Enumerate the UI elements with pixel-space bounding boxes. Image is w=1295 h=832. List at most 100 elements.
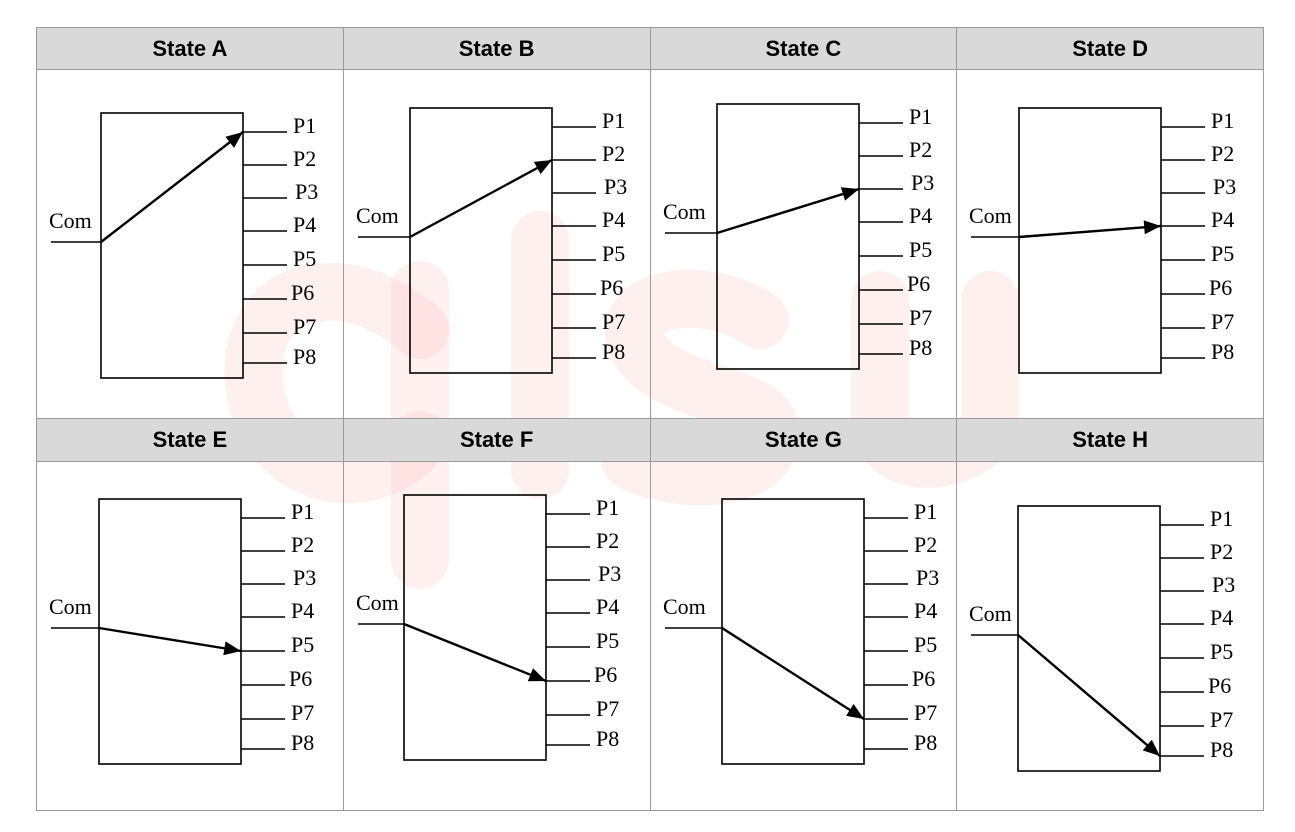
port-label: P2 [602,141,625,166]
state-header: State G [649,418,958,462]
header-row: State A State B State C State D [36,26,1264,71]
state-cell: Com P1 P2 P3 P4 P5 P6 P7 P8 [956,460,1264,811]
state-table: State A State B State C State D Com P1 P2 P… [36,26,1264,811]
port-label: P7 [602,309,625,334]
port-label: P1 [291,499,314,524]
switch-box [720,497,865,765]
port-label: P7 [293,314,316,339]
port-label: P3 [295,179,318,204]
header-row: State E State F State G State H [36,418,1264,462]
port-label: P7 [914,700,937,725]
state-header: State F [342,418,651,462]
port-label: P7 [1210,707,1233,732]
diagram-row: Com P1 P2 P3 P4 P5 P6 P7 P8 Com P1 P2 P3 P4 P5 P6 P7 P8 … [36,69,1264,420]
port-label: P7 [909,305,932,330]
switch-diagram: Com P1 P2 P3 P4 P5 P6 P7 P8 [663,497,939,765]
port-label: P6 [912,666,935,691]
port-label: P5 [914,632,937,657]
port-label: P8 [1211,339,1234,364]
port-label: P3 [916,565,939,590]
port-label: P8 [291,730,314,755]
port-label: P4 [602,207,625,232]
switch-box [408,107,553,374]
port-label: P5 [1210,639,1233,664]
port-label: P8 [596,726,619,751]
state-header: State H [956,418,1264,462]
com-label: Com [49,208,92,233]
port-label: P2 [909,137,932,162]
port-label: P2 [291,532,314,557]
port-label: P6 [1208,673,1231,698]
switch-diagram: Com P1 P2 P3 P4 P5 P6 P7 P8 [969,107,1237,374]
port-label: P7 [596,696,619,721]
port-label: P7 [1211,309,1234,334]
port-label: P6 [289,666,312,691]
switch-box [1017,504,1162,772]
port-label: P4 [914,598,937,623]
port-label: P1 [1210,506,1233,531]
port-label: P3 [293,565,316,590]
switch-arrow [716,187,859,235]
port-label: P4 [909,203,932,228]
switch-diagram: Com P1 P2 P3 P4 P5 P6 P7 P8 [663,103,934,370]
port-label: P1 [293,113,316,138]
port-label: P3 [598,561,621,586]
state-cell: Com P1 P2 P3 P4 P5 P6 P7 P8 [342,460,651,811]
switch-arrow [1019,220,1162,239]
port-label: P4 [596,594,619,619]
port-label: P6 [594,662,617,687]
com-label: Com [969,601,1012,626]
switch-diagram: Com P1 P2 P3 P4 P5 P6 P7 P8 [49,497,316,765]
com-label: Com [356,203,399,228]
com-label: Com [969,203,1012,228]
port-label: P6 [600,275,623,300]
state-header: State E [36,418,344,462]
switch-box [1018,107,1163,374]
switch-box [715,103,860,370]
port-label: P1 [1211,108,1234,133]
switch-diagram: Com P1 P2 P3 P4 P5 P6 P7 P8 [969,504,1236,772]
com-label: Com [663,199,706,224]
port-label: P2 [914,532,937,557]
switch-arrow [100,131,244,243]
port-label: P1 [914,499,937,524]
port-label: P7 [291,700,314,725]
state-cell: Com P1 P2 P3 P4 P5 P6 P7 P8 [649,69,958,420]
switch-arrow [98,626,242,655]
port-label: P8 [293,344,316,369]
port-label: P2 [596,528,619,553]
port-label: P8 [602,339,625,364]
port-label: P3 [604,174,627,199]
port-label: P2 [293,146,316,171]
state-cell: Com P1 P2 P3 P4 P5 P6 P7 P8 [342,69,651,420]
port-label: P5 [596,628,619,653]
port-label: P6 [1209,275,1232,300]
diagram-row: Com P1 P2 P3 P4 P5 P6 P7 P8 Com P1 P2 P3 P4 P5 P6 P7 P8 … [36,460,1264,811]
port-label: P4 [1210,605,1233,630]
switch-diagram: Com P1 P2 P3 P4 P5 P6 P7 P8 [356,107,627,374]
state-header: State B [342,26,651,71]
port-label: P4 [1211,207,1234,232]
port-label: P1 [909,104,932,129]
port-label: P3 [1213,174,1236,199]
port-label: P8 [909,335,932,360]
switch-diagram: Com P1 P2 P3 P4 P5 P6 P7 P8 [49,112,318,379]
com-label: Com [663,594,706,619]
switch-arrow [403,622,547,682]
port-label: P5 [293,246,316,271]
port-label: P5 [909,237,932,262]
port-label: P5 [602,241,625,266]
switch-diagram: Com P1 P2 P3 P4 P5 P6 P7 P8 [356,493,621,761]
port-label: P2 [1210,539,1233,564]
port-label: P6 [907,271,930,296]
com-label: Com [356,590,399,615]
switch-arrow [409,158,553,239]
state-cell: Com P1 P2 P3 P4 P5 P6 P7 P8 [36,69,344,420]
switch-arrow [720,626,865,720]
port-label: P3 [1212,572,1235,597]
switch-arrow [1017,633,1162,757]
port-label: P4 [293,212,316,237]
state-header: State D [956,26,1264,71]
port-label: P5 [291,632,314,657]
port-label: P1 [596,495,619,520]
